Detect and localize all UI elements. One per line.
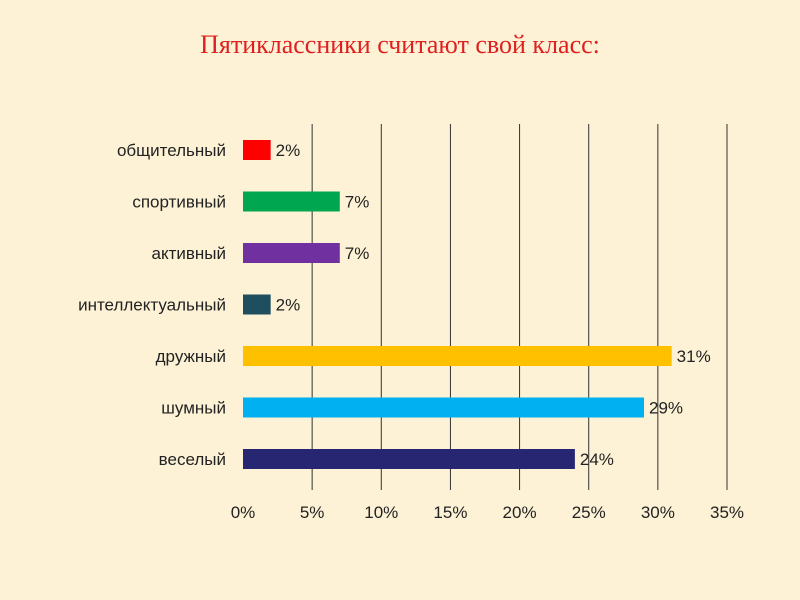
bar xyxy=(243,140,271,160)
labels: 0% 5% 10% 15% 20% 25% 30% 35% общительный 2% спорт… xyxy=(78,141,744,522)
chart-title: Пятиклассники считают свой класс: xyxy=(200,30,600,59)
category-label: спортивный xyxy=(132,193,226,212)
category-label: веселый xyxy=(159,450,226,469)
bar xyxy=(243,191,340,212)
category-label: интеллектуальный xyxy=(78,296,226,315)
value-label: 29% xyxy=(649,399,683,418)
value-label: 31% xyxy=(677,347,711,366)
category-label: общительный xyxy=(117,141,226,160)
value-label: 7% xyxy=(345,244,370,263)
x-tick-label: 15% xyxy=(433,503,467,522)
bar xyxy=(243,449,575,469)
category-label: шумный xyxy=(161,399,226,418)
x-tick-label: 5% xyxy=(300,503,325,522)
category-label: дружный xyxy=(156,347,226,366)
bar xyxy=(243,243,340,263)
x-tick-label: 35% xyxy=(710,503,744,522)
grid-lines xyxy=(311,124,728,490)
x-tick-label: 0% xyxy=(231,503,256,522)
x-tick-label: 25% xyxy=(572,503,606,522)
value-label: 2% xyxy=(276,141,301,160)
value-label: 2% xyxy=(276,296,301,315)
x-tick-label: 20% xyxy=(503,503,537,522)
value-label: 7% xyxy=(345,193,370,212)
bar xyxy=(243,294,271,315)
x-tick-label: 30% xyxy=(641,503,675,522)
bar xyxy=(243,397,645,418)
bar xyxy=(243,346,672,366)
category-label: активный xyxy=(152,244,227,263)
bars xyxy=(243,140,672,469)
x-tick-label: 10% xyxy=(364,503,398,522)
value-label: 24% xyxy=(580,450,614,469)
